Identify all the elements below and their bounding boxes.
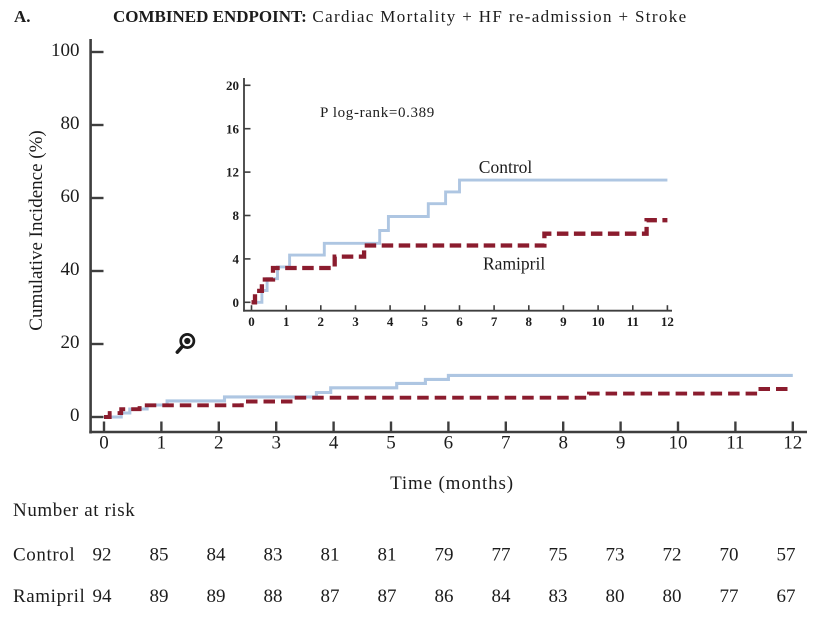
svg-text:92: 92 xyxy=(93,545,112,566)
svg-text:P log-rank=0.389: P log-rank=0.389 xyxy=(320,105,435,121)
svg-text:20: 20 xyxy=(226,78,239,93)
svg-text:80: 80 xyxy=(61,113,80,134)
svg-text:89: 89 xyxy=(207,586,226,607)
svg-text:5: 5 xyxy=(386,433,396,454)
svg-text:COMBINED ENDPOINT: Cardiac Mor: COMBINED ENDPOINT: Cardiac Mortality + H… xyxy=(113,7,687,26)
svg-text:80: 80 xyxy=(606,586,625,607)
svg-text:Control: Control xyxy=(479,157,533,177)
svg-text:4: 4 xyxy=(329,433,339,454)
svg-text:40: 40 xyxy=(61,259,80,280)
svg-text:87: 87 xyxy=(321,586,340,607)
svg-text:Ramipril: Ramipril xyxy=(483,254,545,274)
svg-text:72: 72 xyxy=(663,545,682,566)
svg-text:77: 77 xyxy=(720,586,739,607)
svg-text:67: 67 xyxy=(777,586,796,607)
svg-text:9: 9 xyxy=(560,314,567,329)
svg-text:89: 89 xyxy=(150,586,169,607)
svg-text:60: 60 xyxy=(61,186,80,207)
svg-text:83: 83 xyxy=(549,586,568,607)
svg-text:84: 84 xyxy=(492,586,512,607)
svg-text:5: 5 xyxy=(422,314,429,329)
svg-text:73: 73 xyxy=(606,545,625,566)
svg-text:4: 4 xyxy=(233,252,240,267)
svg-text:12: 12 xyxy=(783,433,802,454)
svg-text:81: 81 xyxy=(378,545,397,566)
svg-text:81: 81 xyxy=(321,545,340,566)
svg-text:57: 57 xyxy=(777,545,796,566)
svg-text:86: 86 xyxy=(435,586,454,607)
svg-text:6: 6 xyxy=(444,433,454,454)
svg-text:85: 85 xyxy=(150,545,169,566)
svg-text:10: 10 xyxy=(592,314,605,329)
svg-text:9: 9 xyxy=(616,433,626,454)
svg-text:75: 75 xyxy=(549,545,568,566)
svg-text:Control: Control xyxy=(13,545,75,566)
svg-text:3: 3 xyxy=(352,314,359,329)
svg-text:0: 0 xyxy=(70,405,80,426)
svg-text:12: 12 xyxy=(226,165,239,180)
svg-text:Time (months): Time (months) xyxy=(390,473,514,494)
svg-text:83: 83 xyxy=(264,545,283,566)
svg-text:8: 8 xyxy=(526,314,533,329)
svg-text:77: 77 xyxy=(492,545,511,566)
svg-text:1: 1 xyxy=(157,433,167,454)
svg-text:11: 11 xyxy=(627,314,639,329)
svg-text:A.: A. xyxy=(14,7,31,26)
svg-text:Cumulative Incidence (%): Cumulative Incidence (%) xyxy=(26,130,47,330)
svg-text:Number at risk: Number at risk xyxy=(13,500,135,521)
svg-text:0: 0 xyxy=(99,433,109,454)
svg-text:79: 79 xyxy=(435,545,454,566)
svg-text:2: 2 xyxy=(214,433,224,454)
svg-text:Ramipril: Ramipril xyxy=(13,586,85,607)
svg-text:16: 16 xyxy=(226,121,240,136)
svg-text:7: 7 xyxy=(491,314,498,329)
svg-text:3: 3 xyxy=(271,433,281,454)
svg-text:87: 87 xyxy=(378,586,397,607)
svg-text:8: 8 xyxy=(558,433,568,454)
svg-text:0: 0 xyxy=(233,295,240,310)
svg-text:2: 2 xyxy=(318,314,325,329)
svg-text:4: 4 xyxy=(387,314,394,329)
svg-text:11: 11 xyxy=(726,433,744,454)
svg-text:100: 100 xyxy=(51,40,80,61)
svg-text:88: 88 xyxy=(264,586,283,607)
svg-text:7: 7 xyxy=(501,433,511,454)
svg-text:0: 0 xyxy=(248,314,255,329)
svg-text:70: 70 xyxy=(720,545,739,566)
svg-text:10: 10 xyxy=(669,433,688,454)
svg-text:94: 94 xyxy=(93,586,113,607)
svg-text:12: 12 xyxy=(661,314,674,329)
svg-text:84: 84 xyxy=(207,545,227,566)
svg-text:8: 8 xyxy=(233,208,240,223)
svg-text:80: 80 xyxy=(663,586,682,607)
svg-text:6: 6 xyxy=(456,314,463,329)
svg-text:1: 1 xyxy=(283,314,290,329)
svg-text:20: 20 xyxy=(61,332,80,353)
